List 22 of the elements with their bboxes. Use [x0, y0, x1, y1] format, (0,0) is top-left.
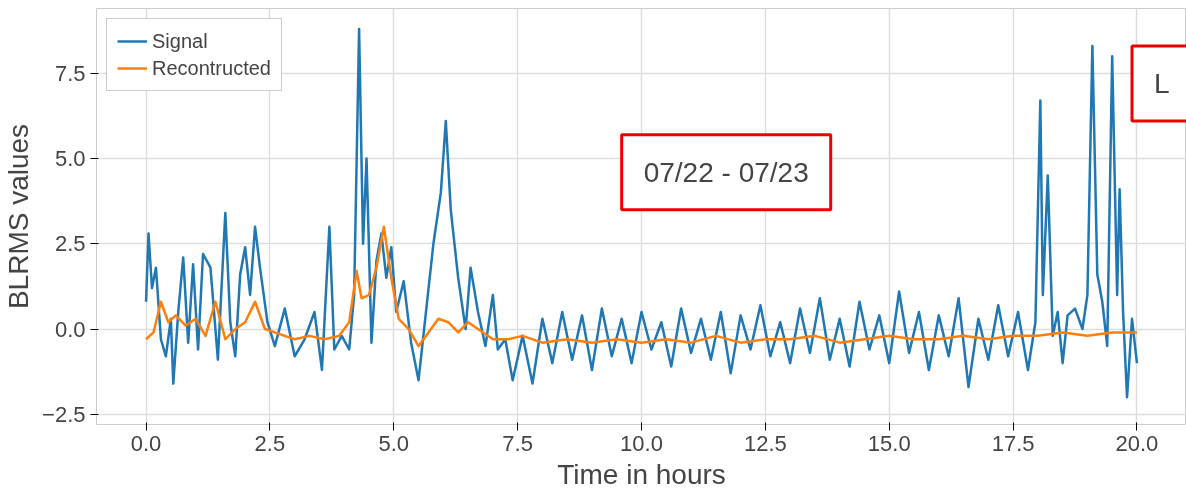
y-tick-label: 7.5 — [54, 60, 86, 86]
x-tick-label: 0.0 — [130, 430, 162, 456]
x-tick-label: 10.0 — [620, 430, 663, 456]
annotation: 07/22 - 07/23 — [643, 156, 809, 188]
x-tick-label: 5.0 — [378, 430, 410, 456]
y-axis-title: BLRMS values — [3, 123, 35, 310]
line-series — [144, 225, 1139, 348]
y-tick-label: 2.5 — [54, 231, 86, 257]
legend-label: Recontructed — [152, 56, 271, 80]
line-series — [144, 27, 1139, 399]
y-tick-label: −2.5 — [42, 401, 86, 427]
y-tick-label: 5.0 — [54, 146, 86, 172]
x-axis-title: Time in hours — [557, 458, 726, 490]
x-tick-label: 15.0 — [867, 430, 911, 456]
y-tick-label: 0.0 — [54, 316, 86, 342]
x-tick-label: 7.5 — [502, 430, 533, 456]
annotation: L — [1154, 68, 1170, 100]
x-tick-label: 17.5 — [991, 430, 1035, 456]
x-tick-label: 2.5 — [254, 430, 286, 456]
legend-label: Signal — [152, 29, 208, 53]
x-tick-label: 12.5 — [743, 430, 787, 456]
x-tick-label: 20.0 — [1115, 430, 1159, 456]
